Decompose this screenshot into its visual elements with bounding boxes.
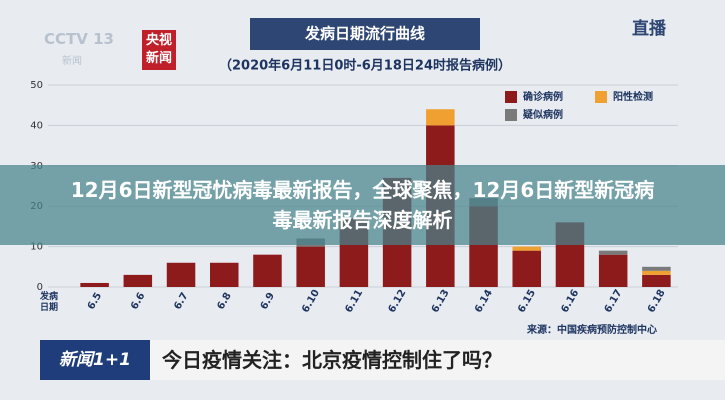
x-tick-label: 6.12 (387, 288, 409, 315)
y-tick-label: 50 (30, 80, 43, 91)
chart-subtitle: （2020年6月11日0时-6月18日24时报告病例） (219, 58, 511, 74)
program-logo: 新闻1+1 (40, 340, 150, 380)
x-tick-label: 6.18 (646, 288, 668, 315)
x-tick-label: 6.8 (215, 291, 233, 312)
bar-segment (123, 274, 153, 287)
bar-segment (80, 282, 109, 287)
legend-label: 疑似病例 (523, 108, 563, 121)
live-logo: 直播 (632, 19, 666, 39)
headline-band: 12月6日新型冠忧病毒最新报告，全球聚焦，12月6日新型新冠病毒最新报告深度解析 (0, 165, 725, 245)
bar-segment (426, 109, 455, 126)
legend-label: 阳性检测 (613, 90, 653, 103)
bar-segment (642, 266, 671, 271)
y-tick-label: 0 (37, 282, 43, 293)
channel-logo: CCTV 13 (44, 30, 114, 48)
y-tick-label: 40 (30, 120, 43, 131)
x-tick-label: 6.9 (259, 291, 277, 312)
app-logo: 央视新闻 (142, 30, 176, 70)
headline: 12月6日新型冠忧病毒最新报告，全球聚焦，12月6日新型新冠病毒最新报告深度解析 (70, 178, 655, 232)
x-tick-label: 6.17 (603, 288, 625, 315)
bar-segment (512, 250, 542, 287)
legend-swatch (505, 109, 517, 121)
bar-segment (253, 254, 282, 287)
bar-segment (296, 246, 325, 287)
bar-segment (598, 250, 628, 255)
bar-segment (512, 246, 542, 251)
source: 来源：中国疾病预防控制中心 (526, 323, 657, 336)
x-tick-label: 6.6 (129, 291, 147, 312)
x-tick-label: 6.14 (473, 288, 495, 315)
x-tick-label: 6.11 (343, 288, 365, 315)
x-axis-label: 发病日期 (40, 292, 59, 313)
x-tick-label: 6.13 (430, 288, 452, 315)
legend-swatch (505, 91, 517, 103)
bar-segment (166, 262, 196, 287)
lower-third-text: 今日疫情关注：北京疫情控制住了吗？ (162, 348, 502, 372)
legend-swatch (595, 91, 607, 103)
legend-label: 确诊病例 (523, 90, 563, 103)
x-tick-label: 6.16 (559, 288, 581, 315)
bar-segment (642, 274, 671, 287)
bar-segment (209, 262, 239, 287)
bar-segment (598, 254, 628, 287)
bar-segment (642, 270, 671, 275)
y-tick-label: 10 (30, 242, 43, 253)
title-box (250, 18, 480, 50)
x-tick-label: 6.7 (172, 291, 190, 312)
lower-third: 新闻1+1 今日疫情关注：北京疫情控制住了吗？ (40, 340, 725, 380)
x-tick-label: 6.5 (86, 291, 104, 312)
chart-title: 发病日期流行曲线 (304, 25, 425, 43)
x-tick-label: 6.15 (516, 288, 538, 315)
x-tick-label: 6.10 (300, 288, 322, 315)
channel-sub: 新闻 (62, 56, 82, 67)
